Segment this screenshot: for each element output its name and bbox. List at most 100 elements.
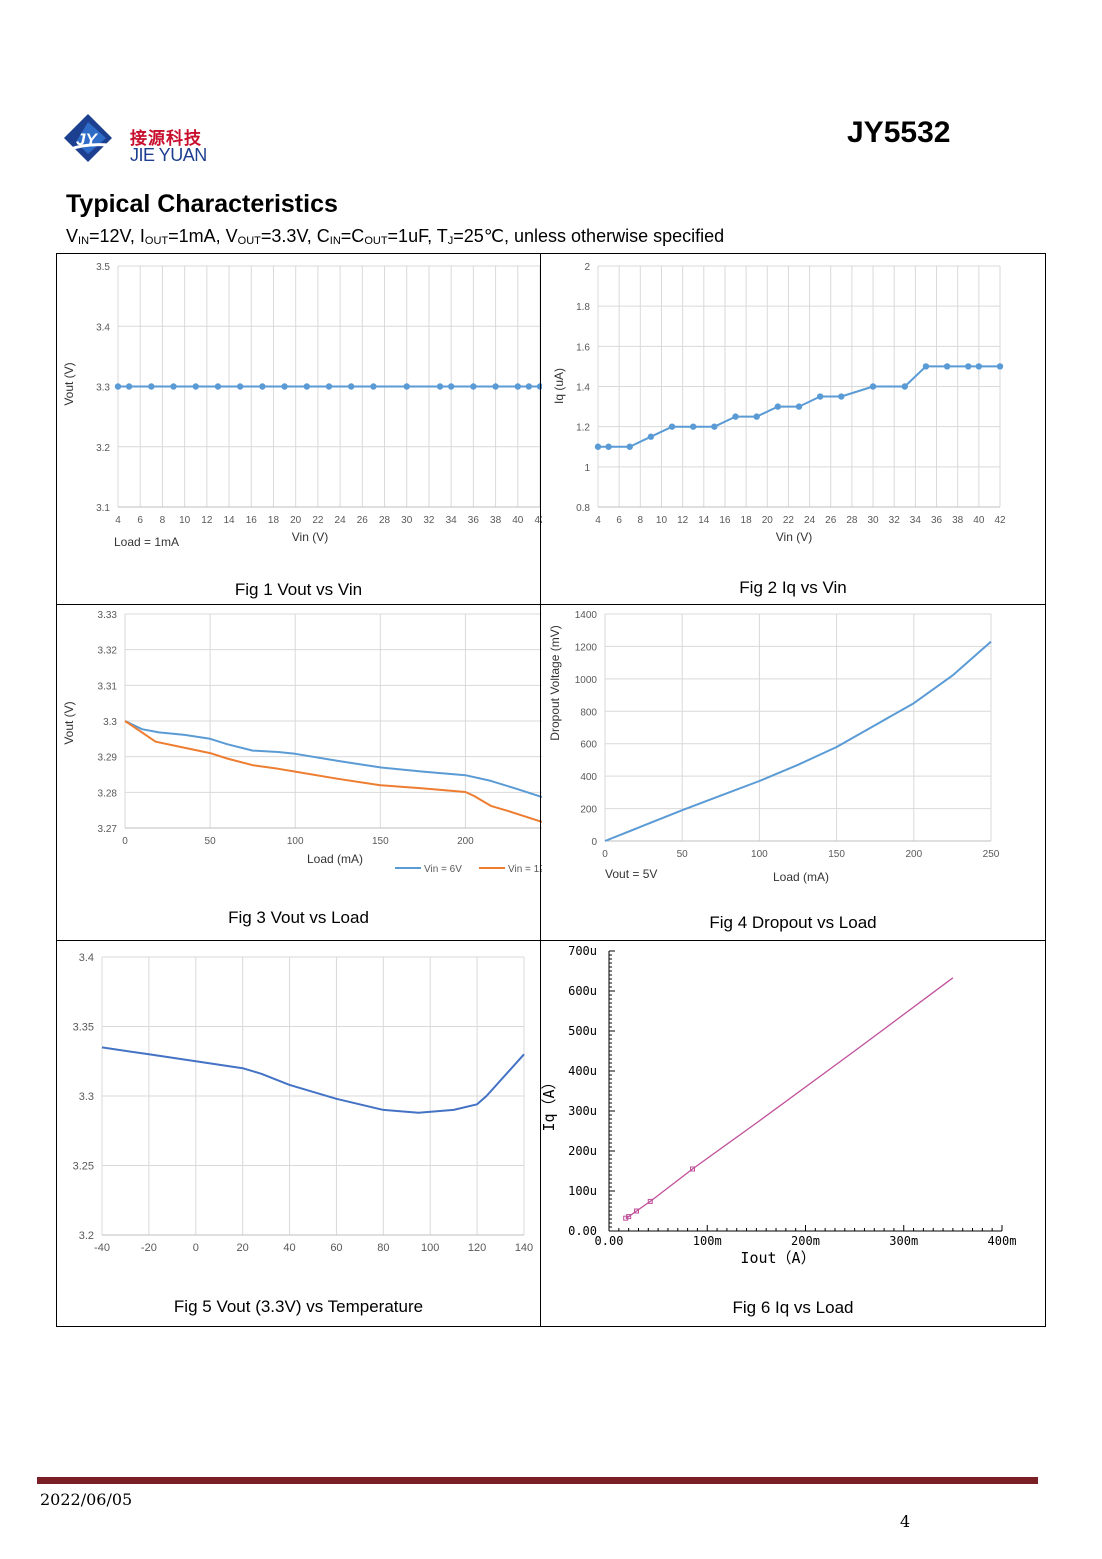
data-point: [303, 383, 310, 390]
data-point: [690, 1166, 696, 1172]
x-tick-label: 36: [468, 515, 480, 526]
y-tick-label: 3.2: [96, 443, 110, 454]
condition-text: V: [66, 226, 79, 246]
y-tick-label: 2: [584, 262, 590, 273]
data-point: [525, 383, 533, 390]
data-point: [214, 383, 222, 390]
series-line-1: [604, 640, 992, 842]
data-point: [594, 443, 602, 450]
y-tick-label: 3.4: [79, 952, 94, 964]
y-tick-label: 600: [580, 740, 597, 751]
fig3-chart: 0 50 100 150 200 3.27 3.28 3.29 3.3 3.31 3.32 3.33 L…: [62, 610, 542, 875]
fig1-caption: Fig 1 Vout vs Vin: [234, 580, 363, 599]
fig6-caption: Fig 6 Iq vs Load: [732, 1298, 854, 1317]
condition-subscript: OUT: [364, 235, 388, 247]
fig2-panel: 4 6 8 10 12 14 16 18 20 22 24 26 28 30 32 34 36 38 40 42 0.8…: [540, 253, 1046, 605]
condition-subscript: IN: [78, 235, 90, 247]
data-point: [975, 363, 983, 370]
y-tick-label: 1000: [575, 675, 598, 686]
series-line-1: [625, 977, 954, 1219]
condition-subscript: OUT: [237, 235, 261, 247]
x-tick-label: 40: [283, 1242, 295, 1254]
y-tick-label: 3.27: [98, 824, 118, 835]
x-tick-label: 80: [377, 1242, 389, 1254]
x-tick-label: 22: [783, 515, 795, 526]
fig1-chart: 4 6 8 10 12 14 16 18 20 22 24 26 28 30 32 34 36 38 40 42 3.1…: [62, 262, 542, 549]
data-point: [192, 383, 199, 390]
x-tick-label: 250: [983, 849, 1000, 860]
data-point: [370, 383, 377, 390]
data-point: [690, 423, 697, 430]
data-point: [470, 383, 477, 390]
data-point: [492, 383, 499, 390]
data-point: [148, 383, 155, 390]
y-tick-label: 300u: [568, 1104, 597, 1118]
x-tick-label: 20: [237, 1242, 249, 1254]
data-point: [943, 363, 951, 370]
x-tick-label: 34: [910, 515, 922, 526]
fig5-caption: Fig 5 Vout (3.3V) vs Temperature: [173, 1297, 424, 1316]
condition-text: =1mA, V: [168, 226, 238, 246]
x-tick-label: 400m: [988, 1234, 1017, 1248]
y-tick-label: 1: [584, 463, 590, 474]
fig3-panel: 0 50 100 150 200 3.27 3.28 3.29 3.3 3.31 3.32 3.33 L…: [56, 604, 542, 941]
x-tick-label: 4: [595, 515, 601, 526]
y-tick-label: 3.3: [96, 383, 110, 394]
x-tick-label: 28: [379, 515, 391, 526]
chart-note: Vout = 5V: [605, 867, 657, 881]
condition-text: =1uF, T: [387, 226, 448, 246]
data-point: [647, 433, 655, 440]
y-axis-title: Vout (V): [62, 701, 76, 744]
y-tick-label: 1.6: [576, 342, 590, 353]
data-point: [816, 393, 824, 400]
y-axis-title: Vout (V): [62, 362, 76, 405]
y-tick-label: 3.33: [98, 610, 118, 621]
x-tick-label: 30: [867, 515, 879, 526]
x-tick-label: -20: [141, 1242, 157, 1254]
x-tick-label: 10: [656, 515, 668, 526]
y-tick-label: 3.35: [73, 1022, 94, 1034]
condition-text: =3.3V, C: [260, 226, 330, 246]
x-tick-label: 120: [468, 1242, 486, 1254]
data-point: [647, 1198, 653, 1204]
x-tick-label: 30: [401, 515, 413, 526]
x-tick-label: 10: [179, 515, 191, 526]
fig5-panel: -40 -20 0 20 40 60 80 100 120 140 3.2 3.25 3.3 3.35 3.…: [56, 940, 541, 1327]
part-number: JY5532: [847, 116, 951, 149]
data-point: [626, 443, 633, 450]
data-point: [514, 383, 521, 390]
x-tick-label: 32: [889, 515, 901, 526]
y-tick-label: 3.3: [103, 717, 117, 728]
y-tick-label: 3.1: [96, 503, 110, 514]
x-tick-label: -40: [94, 1242, 110, 1254]
x-tick-label: 12: [201, 515, 213, 526]
x-tick-label: 14: [698, 515, 710, 526]
y-tick-label: 200u: [568, 1144, 597, 1158]
x-tick-label: 6: [616, 515, 622, 526]
y-tick-label: 1.4: [576, 383, 590, 394]
y-tick-label: 3.31: [98, 681, 118, 692]
x-tick-label: 150: [372, 836, 389, 847]
y-tick-label: 3.29: [98, 753, 118, 764]
x-tick-label: 50: [677, 849, 689, 860]
data-point: [732, 413, 739, 420]
y-tick-label: 3.4: [96, 322, 110, 333]
y-axis-title: Iq (uA): [552, 368, 566, 404]
fig4-chart: 0 50 100 150 200 250 0 200 400 600 800 1000 1200 1400…: [548, 610, 1000, 884]
x-tick-label: 28: [846, 515, 858, 526]
x-tick-label: 16: [246, 515, 258, 526]
brand-name-english: JIE YUAN: [130, 145, 207, 165]
x-tick-label: 42: [534, 515, 542, 526]
fig6-chart: 0.00 100m 200m 300m 400m 0.00 100u 200u 300u 400u…: [541, 944, 1017, 1267]
data-point: [281, 383, 288, 390]
x-tick-label: 200: [905, 849, 922, 860]
data-point: [125, 383, 133, 390]
x-tick-label: 8: [638, 515, 644, 526]
x-tick-label: 34: [446, 515, 458, 526]
x-axis-title: Load (mA): [307, 852, 363, 866]
data-point: [403, 383, 410, 390]
x-tick-label: 38: [952, 515, 964, 526]
condition-text: =12V, I: [89, 226, 145, 246]
data-point: [711, 423, 718, 430]
data-point: [259, 383, 266, 390]
